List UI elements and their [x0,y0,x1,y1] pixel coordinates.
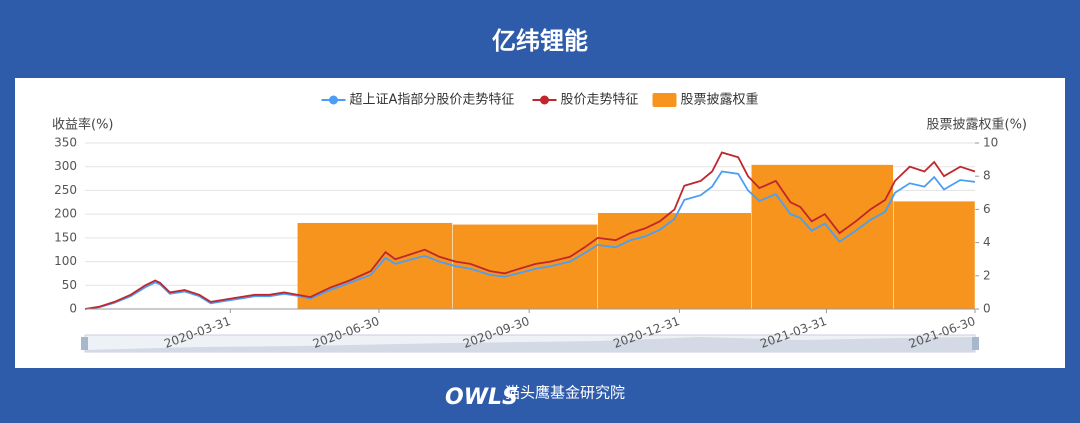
y-tick-label: 250 [54,183,77,197]
y-tick-label: 200 [54,207,77,221]
footer-brand: OWLS [445,385,518,410]
footer-name: 猫头鹰基金研究院 [505,384,625,402]
slider-preview [85,337,975,352]
series-line [84,151,976,310]
weight-bar [597,212,752,310]
y-tick-label: 300 [54,159,77,173]
legend-marker [540,95,549,105]
page-title: 亿纬锂能 [492,27,588,55]
y2-tick-label: 6 [983,202,991,216]
y2-tick-label: 10 [983,136,998,150]
y2-tick-label: 8 [983,169,991,183]
y-tick-label: 50 [62,278,77,292]
legend-label: 超上证A指部分股价走势特征 [350,92,515,108]
y-tick-label: 150 [54,230,77,244]
legend-item[interactable]: 股价走势特征 [532,92,639,108]
y-axis-label: 收益率(%) [52,117,114,133]
series-line [84,170,976,310]
legend-label: 股票披露权重 [681,92,759,108]
weight-bar [893,200,976,310]
legend-item[interactable]: 股票披露权重 [652,92,759,108]
y-tick-label: 100 [54,254,77,268]
legend-label: 股价走势特征 [561,92,639,108]
legend-marker [329,95,338,105]
legend-item[interactable]: 超上证A指部分股价走势特征 [321,92,515,108]
y2-tick-label: 2 [983,268,991,282]
slider-handle[interactable] [972,337,979,350]
y2-tick-label: 0 [983,302,991,316]
slider-handle[interactable] [81,337,88,350]
y2-tick-label: 4 [983,235,991,249]
y-tick-label: 0 [69,302,77,316]
y-tick-label: 350 [54,136,77,150]
weight-bar [751,164,894,310]
zoom-slider[interactable] [81,334,979,353]
legend-swatch [652,93,677,107]
y2-axis-label: 股票披露权重(%) [927,117,1028,133]
